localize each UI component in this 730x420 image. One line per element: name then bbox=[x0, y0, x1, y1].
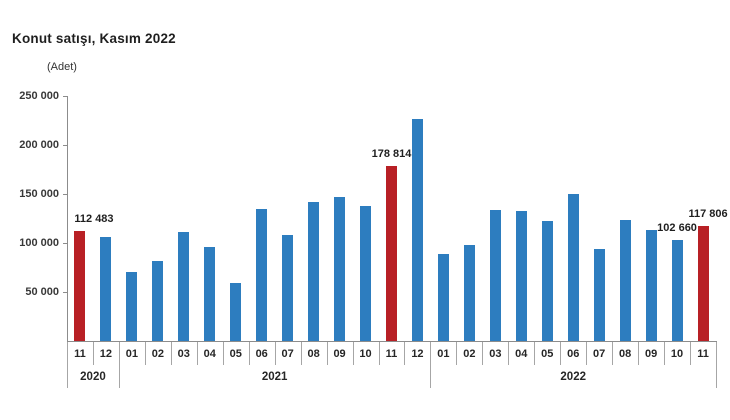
bar bbox=[619, 220, 631, 341]
month-separator bbox=[612, 342, 614, 365]
x-axis-year-label: 2022 bbox=[560, 371, 586, 383]
y-axis-tick bbox=[63, 243, 67, 244]
bar bbox=[100, 237, 112, 341]
y-axis-line bbox=[67, 96, 68, 341]
x-axis-month-cell: 08 bbox=[619, 348, 632, 360]
bar bbox=[671, 240, 683, 341]
month-separator bbox=[170, 342, 172, 365]
year-group-separator bbox=[716, 342, 717, 388]
x-axis-month-cell: 06 bbox=[255, 348, 268, 360]
y-axis-tick bbox=[63, 145, 67, 146]
x-axis-month-cell: 02 bbox=[151, 348, 164, 360]
bar bbox=[152, 261, 164, 341]
month-separator bbox=[482, 342, 484, 365]
x-axis-month-cell: 04 bbox=[203, 348, 216, 360]
x-axis-year-label: 2021 bbox=[261, 371, 288, 383]
bar-highlighted bbox=[74, 231, 86, 341]
month-separator bbox=[300, 342, 302, 365]
bar bbox=[645, 230, 657, 341]
x-axis-month-cell: 05 bbox=[541, 348, 554, 360]
x-axis-month-cell: 08 bbox=[307, 348, 320, 360]
x-axis-year-label: 2020 bbox=[80, 371, 106, 383]
bar bbox=[126, 272, 138, 341]
month-separator bbox=[378, 342, 380, 365]
month-separator bbox=[248, 342, 250, 365]
x-axis-month-cell: 10 bbox=[670, 348, 684, 360]
y-axis-tick-label: 200 000 bbox=[19, 139, 59, 151]
month-separator bbox=[92, 342, 94, 365]
x-axis-month-cell: 02 bbox=[463, 348, 476, 360]
month-separator bbox=[144, 342, 146, 365]
bar bbox=[230, 283, 242, 341]
month-separator bbox=[586, 342, 588, 365]
bar bbox=[593, 249, 605, 341]
x-axis-month-cell: 01 bbox=[437, 348, 450, 360]
x-axis-month-cell: 03 bbox=[177, 348, 190, 360]
month-separator bbox=[222, 342, 224, 365]
x-axis-month-cell: 11 bbox=[697, 348, 709, 360]
bar-highlighted bbox=[697, 226, 709, 341]
x-axis-month-cell: 04 bbox=[515, 348, 528, 360]
bar bbox=[515, 211, 527, 341]
x-axis-month-cell: 09 bbox=[333, 348, 346, 360]
x-axis-month-cell: 07 bbox=[281, 348, 294, 360]
y-axis-tick-label: 250 000 bbox=[19, 90, 59, 102]
bar-data-label: 117 806 bbox=[688, 207, 728, 220]
x-axis-month-cell: 05 bbox=[229, 348, 242, 360]
month-separator bbox=[352, 342, 354, 365]
bar bbox=[178, 232, 190, 341]
bar-data-label: 112 483 bbox=[74, 212, 114, 225]
y-axis-tick bbox=[63, 292, 67, 293]
x-axis-month-cell: 07 bbox=[593, 348, 606, 360]
month-separator bbox=[560, 342, 562, 365]
bar-data-label: 102 660 bbox=[657, 222, 697, 235]
year-group-separator bbox=[67, 342, 68, 388]
month-separator bbox=[274, 342, 276, 365]
bar bbox=[204, 247, 216, 341]
bar bbox=[282, 235, 294, 341]
month-separator bbox=[638, 342, 640, 365]
x-axis-month-cell: 10 bbox=[359, 348, 372, 360]
bar bbox=[567, 194, 579, 341]
x-axis-month-cell: 12 bbox=[411, 348, 424, 360]
x-axis-month-cell: 09 bbox=[644, 348, 658, 360]
year-group-separator bbox=[118, 342, 120, 388]
month-separator bbox=[326, 342, 328, 365]
month-separator bbox=[196, 342, 198, 365]
month-separator bbox=[404, 342, 406, 365]
month-separator bbox=[664, 342, 666, 365]
x-axis-month-cell: 03 bbox=[489, 348, 502, 360]
y-axis-tick-label: 100 000 bbox=[19, 237, 59, 249]
bar-data-label: 178 814 bbox=[371, 147, 412, 160]
x-axis-month-cell: 12 bbox=[99, 348, 113, 360]
chart-title: Konut satışı, Kasım 2022 bbox=[12, 31, 176, 46]
bar bbox=[308, 202, 320, 341]
x-axis-month-cell: 11 bbox=[385, 348, 398, 360]
y-axis-tick-label: 50 000 bbox=[25, 286, 59, 298]
bar-highlighted bbox=[386, 166, 397, 341]
y-axis-tick bbox=[63, 96, 67, 97]
bar bbox=[360, 206, 372, 341]
bar bbox=[463, 245, 475, 341]
y-axis-tick bbox=[63, 194, 67, 195]
bar bbox=[411, 119, 423, 341]
y-axis-tick-label: 150 000 bbox=[19, 188, 59, 200]
bar bbox=[334, 197, 346, 341]
bar bbox=[256, 209, 268, 341]
month-separator bbox=[456, 342, 458, 365]
bar bbox=[437, 254, 449, 341]
bar bbox=[541, 221, 553, 341]
x-axis-month-cell: 01 bbox=[125, 348, 138, 360]
x-axis-month-cell: 06 bbox=[567, 348, 580, 360]
month-separator bbox=[508, 342, 510, 365]
bar bbox=[489, 210, 501, 341]
axis-unit-label: (Adet) bbox=[47, 61, 77, 73]
year-group-separator bbox=[430, 342, 432, 388]
month-separator bbox=[534, 342, 536, 365]
x-axis-line bbox=[67, 341, 717, 342]
month-separator bbox=[690, 342, 692, 365]
x-axis-month-cell: 11 bbox=[74, 348, 86, 360]
